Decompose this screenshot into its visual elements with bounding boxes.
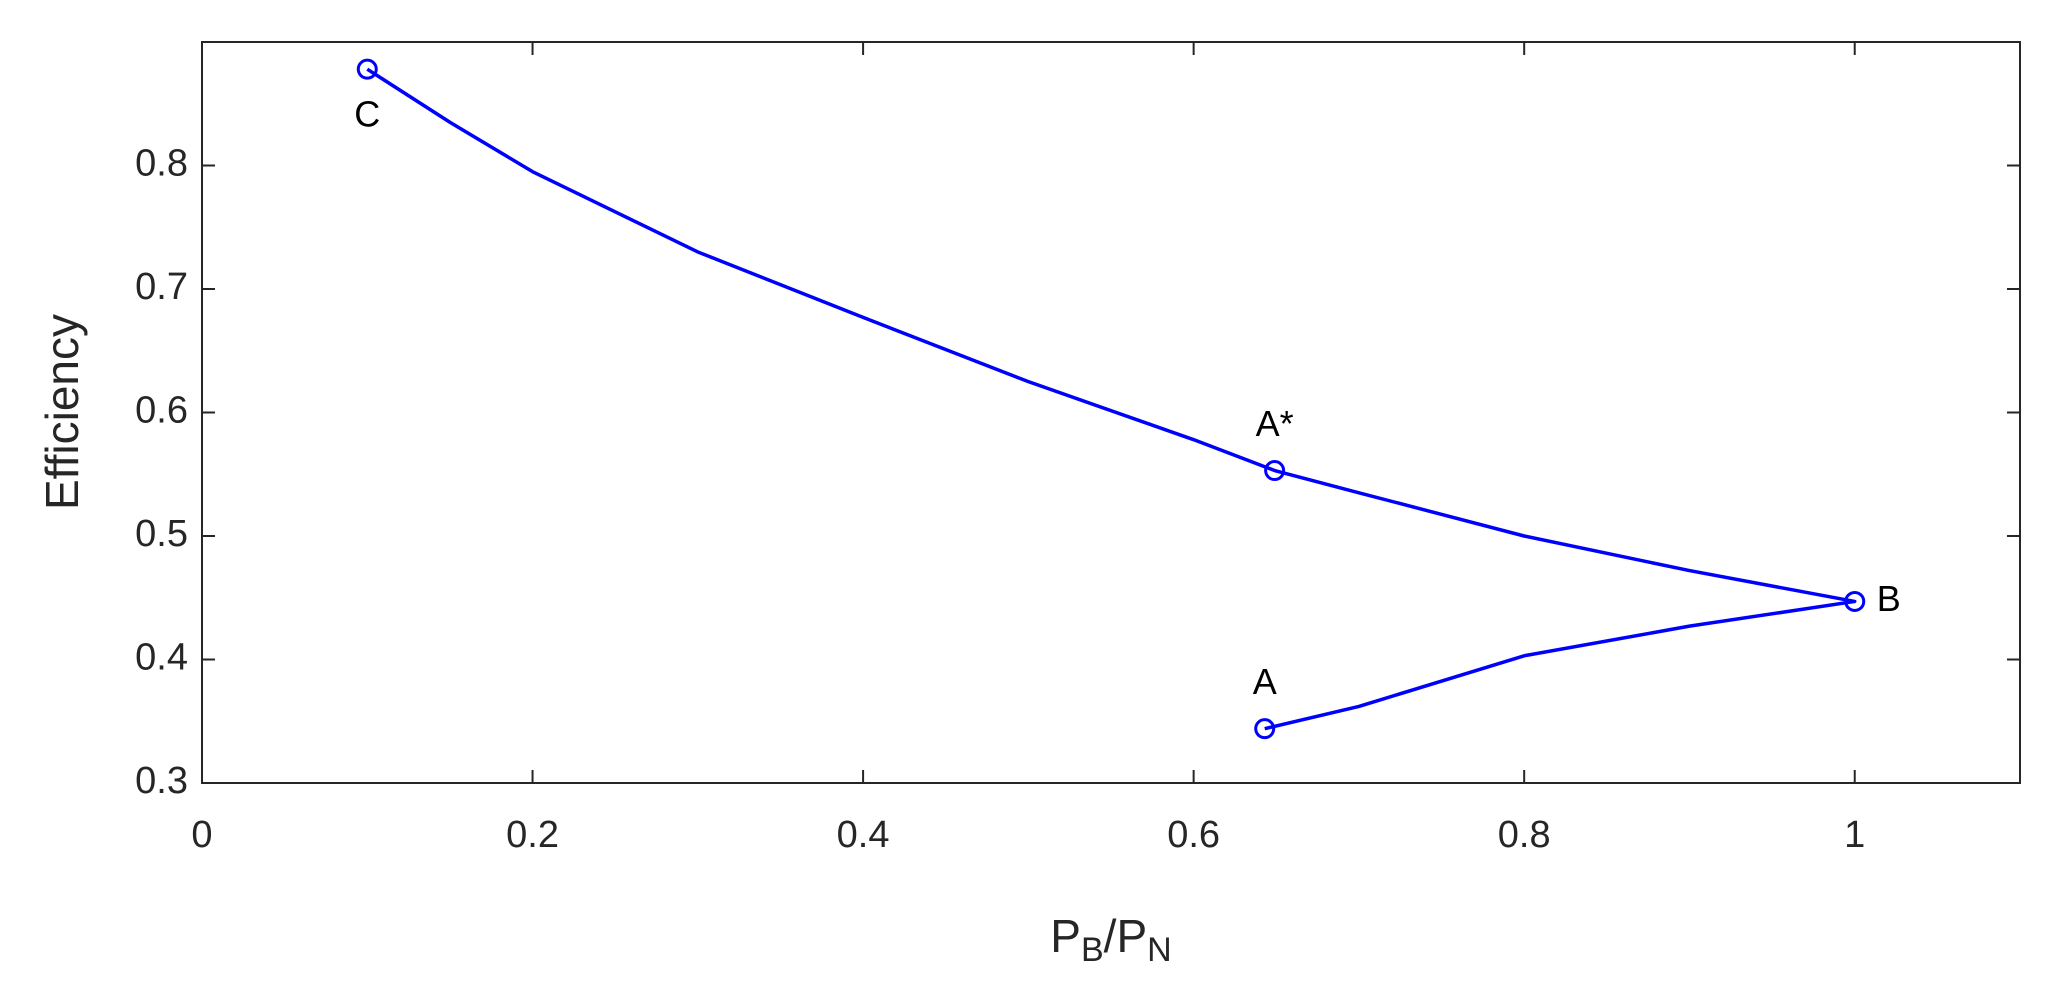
y-tick-label: 0.5 [135, 513, 188, 555]
point-marker [1254, 718, 1276, 740]
point-label: A* [1256, 403, 1294, 444]
x-tick-label: 1 [1844, 814, 1865, 856]
x-label-part: P [1050, 910, 1081, 962]
y-axis-label: Efficiency [36, 314, 88, 510]
y-tick-label: 0.6 [135, 390, 188, 432]
point-label: A [1253, 661, 1277, 702]
x-tick-label: 0.6 [1167, 814, 1220, 856]
y-tick-label: 0.8 [135, 143, 188, 185]
x-tick-label: 0 [191, 814, 212, 856]
x-tick-label: 0.2 [506, 814, 559, 856]
x-axis-label: PB/PN [1050, 910, 1171, 969]
point-label: B [1877, 578, 1901, 619]
line-series [366, 67, 1857, 731]
point-marker [356, 58, 378, 80]
x-label-subscript: N [1147, 931, 1172, 969]
point-marker [1264, 460, 1286, 482]
y-tick-label: 0.4 [135, 637, 188, 679]
y-tick-label: 0.3 [135, 760, 188, 802]
point-marker [1844, 590, 1866, 612]
x-tick-label: 0.8 [1498, 814, 1551, 856]
x-label-part: /P [1104, 910, 1147, 962]
y-tick-label: 0.7 [135, 266, 188, 308]
x-tick-label: 0.4 [837, 814, 890, 856]
point-label: C [354, 94, 380, 135]
x-label-subscript: B [1081, 931, 1104, 969]
